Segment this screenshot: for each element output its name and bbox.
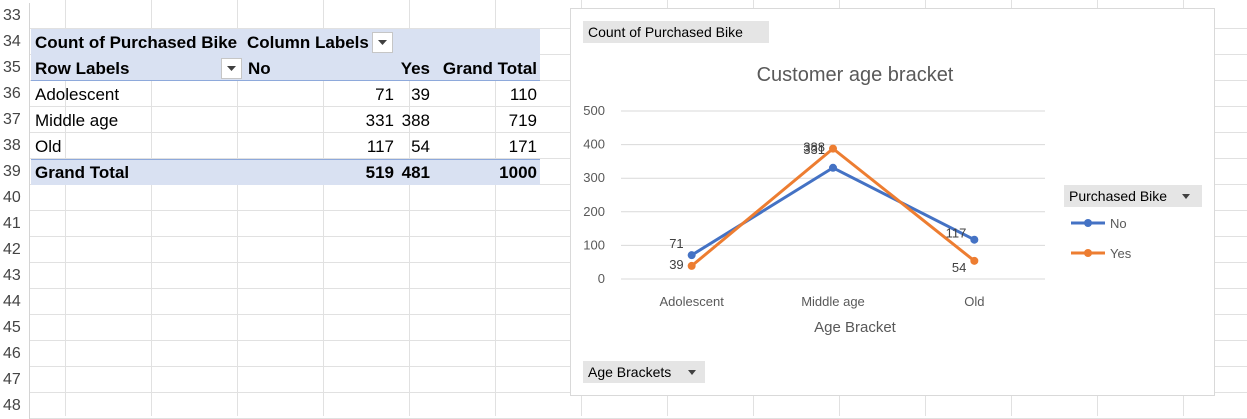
pivot-chart[interactable]: Count of Purchased Bike Customer age bra… [570,8,1215,396]
pivot-row-label[interactable]: Middle age [35,111,119,130]
pivot-corner-label[interactable]: Count of Purchased Bike [35,33,238,52]
pivot-grand-label[interactable]: Grand Total [35,163,130,182]
pivot-header-bg [31,29,540,81]
row-header[interactable]: 37 [0,107,30,133]
data-label: 71 [669,236,683,251]
pivot-header-rule [31,80,540,81]
pivot-cell-no[interactable]: 71 [375,85,394,104]
pivot-row-label[interactable]: Adolescent [35,85,120,104]
legend-field-label: Purchased Bike [1069,188,1168,204]
x-tick-label: Old [964,294,984,309]
legend-marker [1084,249,1092,257]
axis-field-label: Age Brackets [588,364,672,380]
pivot-grand-total[interactable]: 1000 [499,163,537,182]
pivot-column-labels[interactable]: Column Labels [247,33,369,52]
y-tick-label: 500 [583,103,605,118]
pivot-cell-no[interactable]: 331 [365,111,394,130]
row-header[interactable]: 35 [0,55,30,81]
pivot-cell-total[interactable]: 110 [509,85,537,104]
pivot-col-yes: Yes [400,59,430,78]
row-header[interactable]: 47 [0,367,30,393]
chevron-down-icon [227,66,236,71]
column-labels-filter-button[interactable] [372,32,393,53]
legend-field-button[interactable]: Purchased Bike [1064,185,1202,207]
y-tick-label: 0 [598,271,605,286]
row-header[interactable]: 40 [0,185,30,211]
x-tick-label: Adolescent [660,294,725,309]
data-point [970,235,979,244]
row-header[interactable]: 34 [0,29,30,55]
pivot-cell-yes[interactable]: 388 [401,111,430,130]
x-tick-label: Middle age [801,294,865,309]
y-tick-label: 300 [583,170,605,185]
pivot-cell-total[interactable]: 719 [508,111,537,130]
data-point [970,256,979,265]
pivot-cell-total[interactable]: 171 [508,137,537,156]
row-header[interactable]: 44 [0,289,30,315]
row-labels-filter-button[interactable] [221,58,242,79]
row-header[interactable]: 41 [0,211,30,237]
pivot-row-label[interactable]: Old [35,137,62,156]
legend-label: No [1110,216,1127,231]
row-header[interactable]: 46 [0,341,30,367]
axis-field-button[interactable]: Age Brackets [583,361,705,383]
data-point [829,144,837,153]
data-point [687,261,696,270]
data-label: 388 [803,140,825,155]
pivot-cell-yes[interactable]: 39 [411,85,430,104]
chevron-down-icon [378,40,387,45]
pivot-row-labels[interactable]: Row Labels [35,59,130,78]
data-label: 331 [803,142,825,157]
row-header[interactable]: 39 [0,159,30,185]
row-header[interactable]: 38 [0,133,30,159]
data-label: 117 [946,226,967,241]
row-header[interactable]: 45 [0,315,30,341]
chevron-down-icon [688,370,696,375]
row-header[interactable]: 43 [0,263,30,289]
value-field-button[interactable]: Count of Purchased Bike [583,21,769,43]
chart-title: Customer age bracket [757,64,954,86]
pivot-grand-no[interactable]: 519 [365,163,394,182]
legend-marker [1084,219,1092,227]
legend-label: Yes [1110,246,1132,261]
pivot-col-grand: Grand Total [442,59,537,78]
pivot-cell-no[interactable]: 117 [366,137,394,156]
data-label: 54 [952,260,966,275]
x-axis-title: Age Bracket [814,319,897,336]
row-header[interactable]: 33 [0,3,30,29]
pivot-grand-total-bg [31,159,540,185]
chevron-down-icon [1182,194,1190,199]
data-label: 39 [669,257,683,272]
y-tick-label: 200 [583,204,605,219]
pivot-grand-yes[interactable]: 481 [401,163,430,182]
row-header[interactable]: 42 [0,237,30,263]
pivot-cell-yes[interactable]: 54 [411,137,430,156]
row-header[interactable]: 36 [0,81,30,107]
row-header[interactable]: 48 [0,393,30,419]
y-tick-label: 400 [583,137,605,152]
y-tick-label: 100 [583,237,605,252]
data-point [687,251,696,260]
line-chart: Customer age bracket 0 100 200 300 400 500 Adol… [583,64,1132,336]
pivot-col-no: No [248,59,271,78]
data-point [829,163,837,172]
